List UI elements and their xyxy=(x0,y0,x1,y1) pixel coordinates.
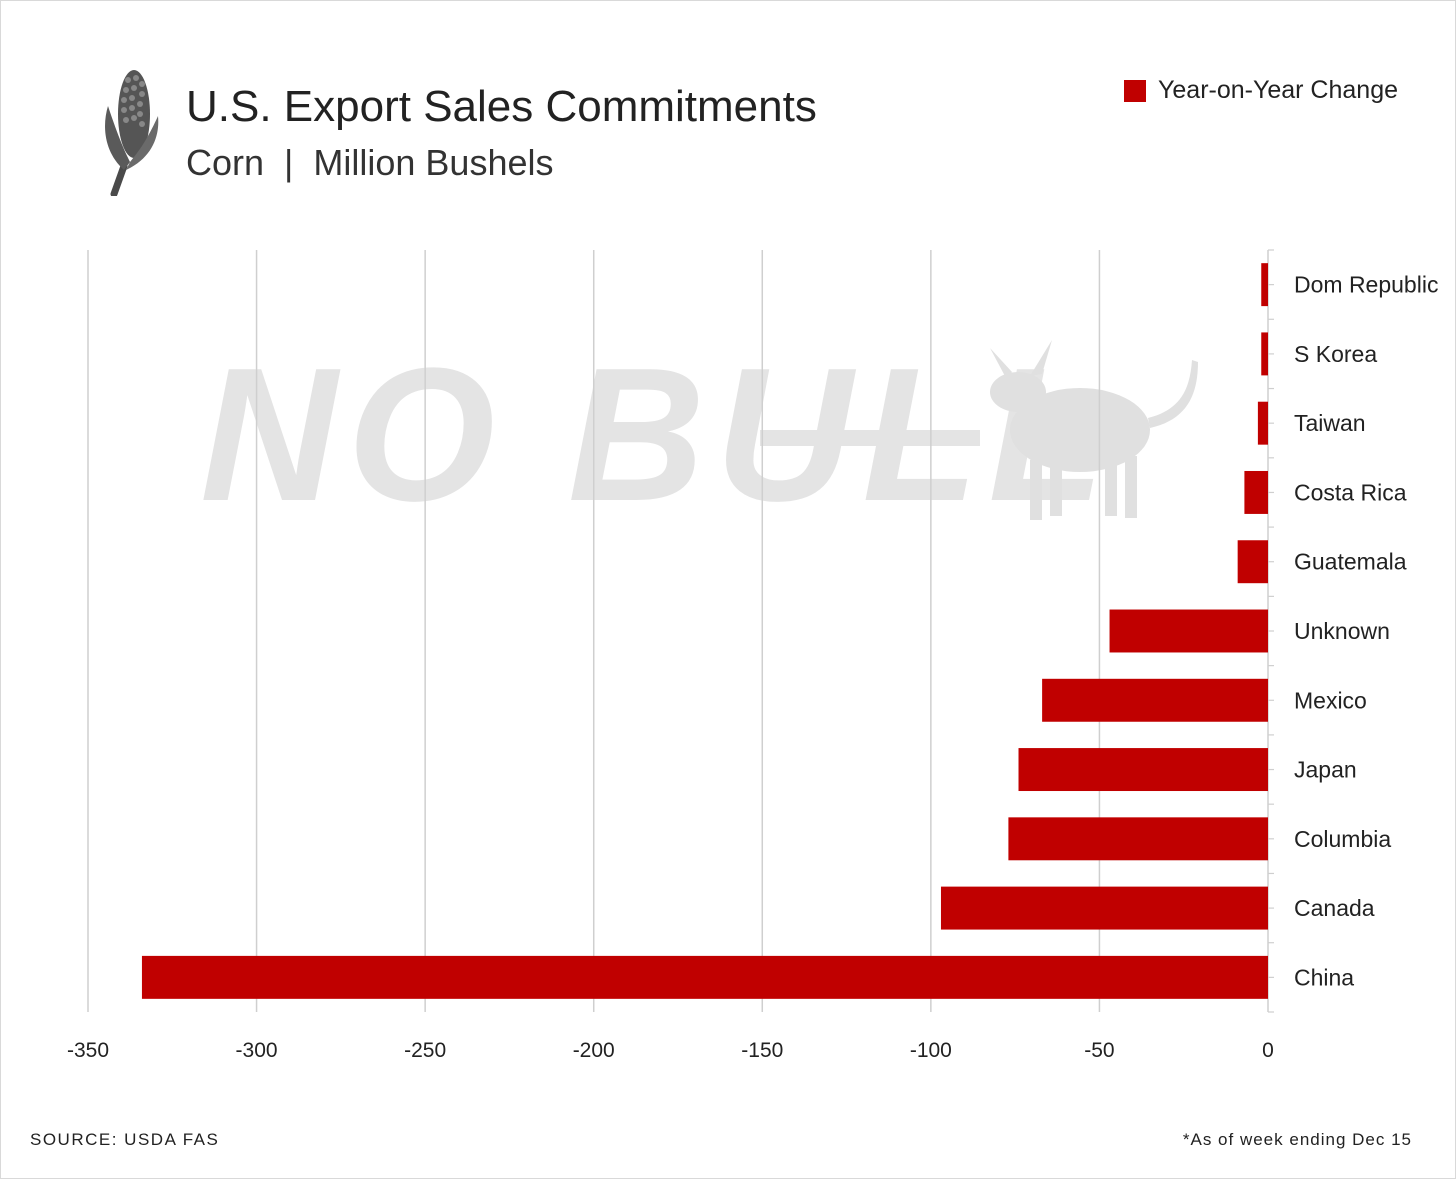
x-tick-label: -150 xyxy=(741,1039,783,1062)
bull-icon xyxy=(990,340,1198,520)
legend-swatch xyxy=(1124,79,1146,102)
source-note: SOURCE: USDA FAS xyxy=(30,1130,220,1149)
category-label: China xyxy=(1294,964,1354,990)
bar-mexico xyxy=(1042,678,1268,722)
footnote: *As of week ending Dec 15 xyxy=(1182,1130,1412,1149)
category-label: Dom Republic xyxy=(1294,272,1438,298)
grid-lines xyxy=(87,249,1274,1013)
category-label: Columbia xyxy=(1294,826,1391,852)
bar-japan xyxy=(1018,748,1268,792)
bar-guatemala xyxy=(1237,540,1268,584)
x-tick-label: 0 xyxy=(1262,1039,1274,1062)
category-label: Taiwan xyxy=(1294,410,1366,436)
x-tick-label: -200 xyxy=(573,1039,615,1062)
category-label: Costa Rica xyxy=(1294,479,1407,505)
x-tick-label: -350 xyxy=(67,1039,109,1062)
bar-dom-republic xyxy=(1261,263,1268,307)
bars xyxy=(141,263,1268,999)
legend-label: Year-on-Year Change xyxy=(1158,76,1399,104)
bar-costa-rica xyxy=(1244,470,1268,514)
category-label: Mexico xyxy=(1294,687,1367,713)
bar-columbia xyxy=(1008,817,1268,861)
bar-china xyxy=(141,955,1268,999)
x-tick-label: -250 xyxy=(404,1039,446,1062)
bar-unknown xyxy=(1109,609,1268,653)
x-tick-label: -300 xyxy=(236,1039,278,1062)
bar-s-korea xyxy=(1261,332,1268,376)
chart-title: U.S. Export Sales Commitments xyxy=(186,82,817,131)
x-tick-label: -100 xyxy=(910,1039,952,1062)
x-axis: -350 -300 -250 -200 -150 -100 -50 0 xyxy=(67,1039,1274,1062)
bar-canada xyxy=(940,886,1268,930)
category-label: Guatemala xyxy=(1294,549,1407,575)
chart-subtitle: Corn | Million Bushels xyxy=(186,142,554,183)
corn-icon xyxy=(105,70,159,196)
legend: Year-on-Year Change xyxy=(1124,76,1398,105)
category-label: S Korea xyxy=(1294,341,1377,367)
category-label: Unknown xyxy=(1294,618,1390,644)
bar-taiwan xyxy=(1257,401,1268,445)
category-labels: Dom Republic S Korea Taiwan Costa Rica Guate… xyxy=(1294,272,1438,991)
x-tick-label: -50 xyxy=(1084,1039,1114,1062)
category-label: Japan xyxy=(1294,757,1357,783)
category-label: Canada xyxy=(1294,895,1375,921)
no-bull-watermark: NO BULL xyxy=(200,330,1198,530)
